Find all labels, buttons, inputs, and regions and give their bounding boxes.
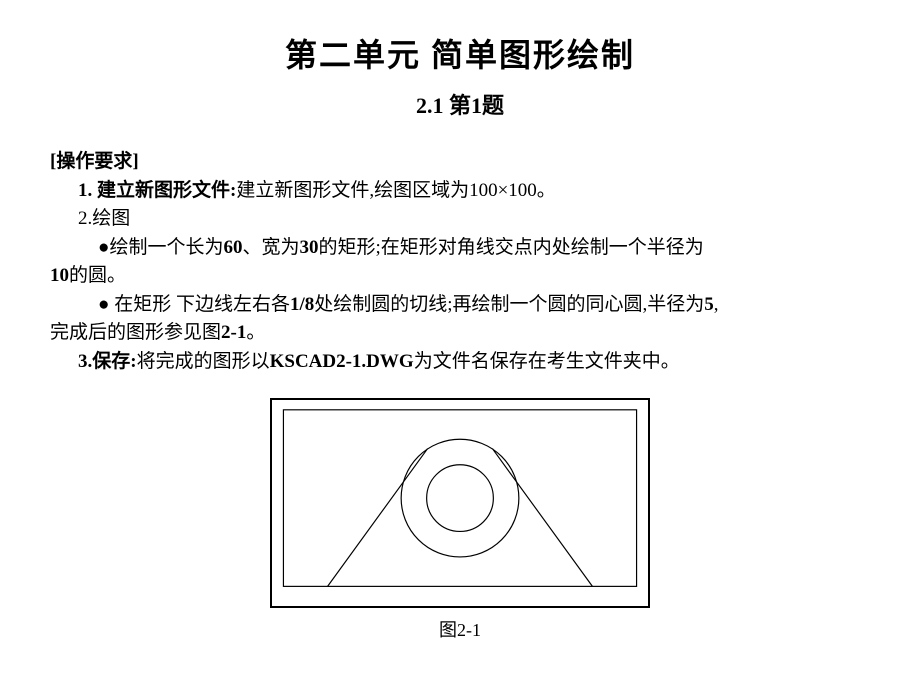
content: [操作要求] 1. 建立新图形文件:建立新图形文件,绘图区域为100×100。 … [50,148,870,376]
step-1-bold: 1. 建立新图形文件: [78,180,236,201]
bullet-2-mid2a: , [714,294,719,315]
step-3-bold: 3.保存: [78,351,137,372]
unit-title: 第二单元 简单图形绘制 [50,30,870,76]
question-title: 2.1 第1题 [50,88,870,120]
step-1: 1. 建立新图形文件:建立新图形文件,绘图区域为100×100。 [50,177,870,206]
step-3-filename: KSCAD2-1.DWG [270,351,414,372]
bullet-1-line1: ●绘制一个长为60、宽为30的矩形;在矩形对角线交点内处绘制一个半径为 [50,234,870,263]
bullet-2-fig: 2-1 [221,322,246,343]
bullet-1-width: 60 [223,237,242,258]
bullet-1-height: 30 [300,237,319,258]
bullet-2-frac: 1/8 [290,294,314,315]
step-3-rest: 为文件名保存在考生文件夹中。 [414,351,680,372]
bullet-2-line2: 完成后的图形参见图2-1。 [50,319,870,348]
step-1-text: 建立新图形文件,绘图区域为100×100。 [236,180,555,201]
bullet-2-radius: 5 [704,294,714,315]
step-2: 2.绘图 [50,205,870,234]
bullet-1-suffix: 的圆。 [69,265,126,286]
bullet-2-line1: ● 在矩形 下边线左右各1/8处绘制圆的切线;再绘制一个圆的同心圆,半径为5, [50,291,870,320]
bullet-1-line2: 10的圆。 [50,262,870,291]
bullet-1-prefix: ●绘制一个长为 [98,237,223,258]
bullet-1-mid1: 、宽为 [242,237,299,258]
bullet-1-mid2: 的矩形;在矩形对角线交点内处绘制一个半径为 [319,237,704,258]
bullet-2-mid1: 处绘制圆的切线;再绘制一个圆的同心圆,半径为 [314,294,704,315]
figure-label: 图2-1 [439,616,481,642]
step-3: 3.保存:将完成的图形以KSCAD2-1.DWG为文件名保存在考生文件夹中。 [50,348,870,377]
bullet-1-radius: 10 [50,265,69,286]
figure-container: 图2-1 [50,398,870,642]
bullet-2-prefix: ● 在矩形 下边线左右各 [98,294,290,315]
figure-svg [270,398,650,608]
bullet-2-suffix: 。 [246,322,265,343]
bullet-2-mid2: 完成后的图形参见图 [50,322,221,343]
step-3-mid: 将完成的图形以 [137,351,270,372]
section-header: [操作要求] [50,148,870,177]
